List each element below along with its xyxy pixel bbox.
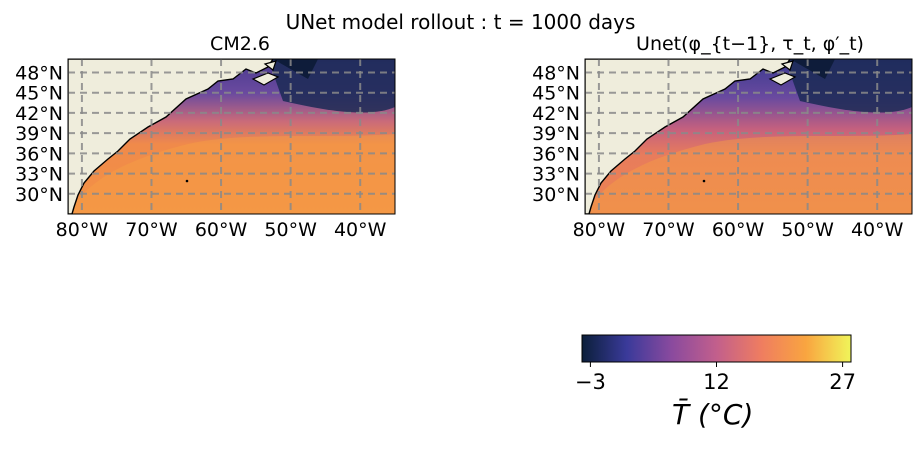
x-tick-label: 60°W xyxy=(712,219,765,241)
x-tick-label: 70°W xyxy=(125,219,178,241)
map-frame xyxy=(584,58,913,215)
x-tick-label: 50°W xyxy=(781,219,834,241)
coldest-water-region xyxy=(790,59,835,79)
colorbar-label: T̄ (°C) xyxy=(672,398,754,431)
y-tick-label: 36°N xyxy=(15,143,63,165)
x-tick-label: 80°W xyxy=(56,219,109,241)
y-tick-label: 42°N xyxy=(532,103,580,125)
x-tick-label: 40°W xyxy=(851,219,904,241)
bermuda-island xyxy=(702,179,706,183)
colorbar-tick-label: −3 xyxy=(575,370,606,394)
colorbar-tick-label: 12 xyxy=(703,370,730,394)
y-tick-label: 33°N xyxy=(15,164,63,186)
x-tick-label: 60°W xyxy=(195,219,248,241)
y-tick-label: 48°N xyxy=(532,62,580,84)
y-tick-label: 45°N xyxy=(532,83,580,105)
coldest-water-region xyxy=(273,59,318,79)
y-tick-label: 36°N xyxy=(532,143,580,165)
island xyxy=(768,72,797,86)
y-tick-label: 30°N xyxy=(532,184,580,206)
x-tick-label: 70°W xyxy=(642,219,695,241)
island xyxy=(263,60,277,71)
colorbar xyxy=(581,334,852,363)
y-tick-label: 48°N xyxy=(15,62,63,84)
x-tick-label: 50°W xyxy=(264,219,317,241)
bermuda-island xyxy=(185,179,189,183)
x-tick-label: 40°W xyxy=(334,219,387,241)
colorbar-tick-label: 27 xyxy=(829,370,856,394)
y-tick-label: 45°N xyxy=(15,83,63,105)
right-panel-title: Unet(φ_{t−1}, τ_t, φ′_t) xyxy=(636,33,864,55)
island xyxy=(251,72,280,86)
x-tick-label: 80°W xyxy=(573,219,626,241)
figure-title: UNet model rollout : t = 1000 days xyxy=(285,10,636,34)
y-tick-label: 42°N xyxy=(15,103,63,125)
y-tick-label: 39°N xyxy=(15,123,63,145)
right-map: 80°W 70°W 60°W 50°W 40°W 48°N45°N42°N39°N36°N… xyxy=(532,58,913,241)
map-frame xyxy=(67,58,396,215)
left-panel-title: CM2.6 xyxy=(210,33,270,55)
y-tick-label: 30°N xyxy=(15,184,63,206)
island xyxy=(780,60,794,71)
y-tick-label: 39°N xyxy=(532,123,580,145)
left-map: 80°W 70°W 60°W 50°W 40°W 48°N45°N42°N39°N36°N… xyxy=(15,58,396,241)
y-tick-label: 33°N xyxy=(532,164,580,186)
